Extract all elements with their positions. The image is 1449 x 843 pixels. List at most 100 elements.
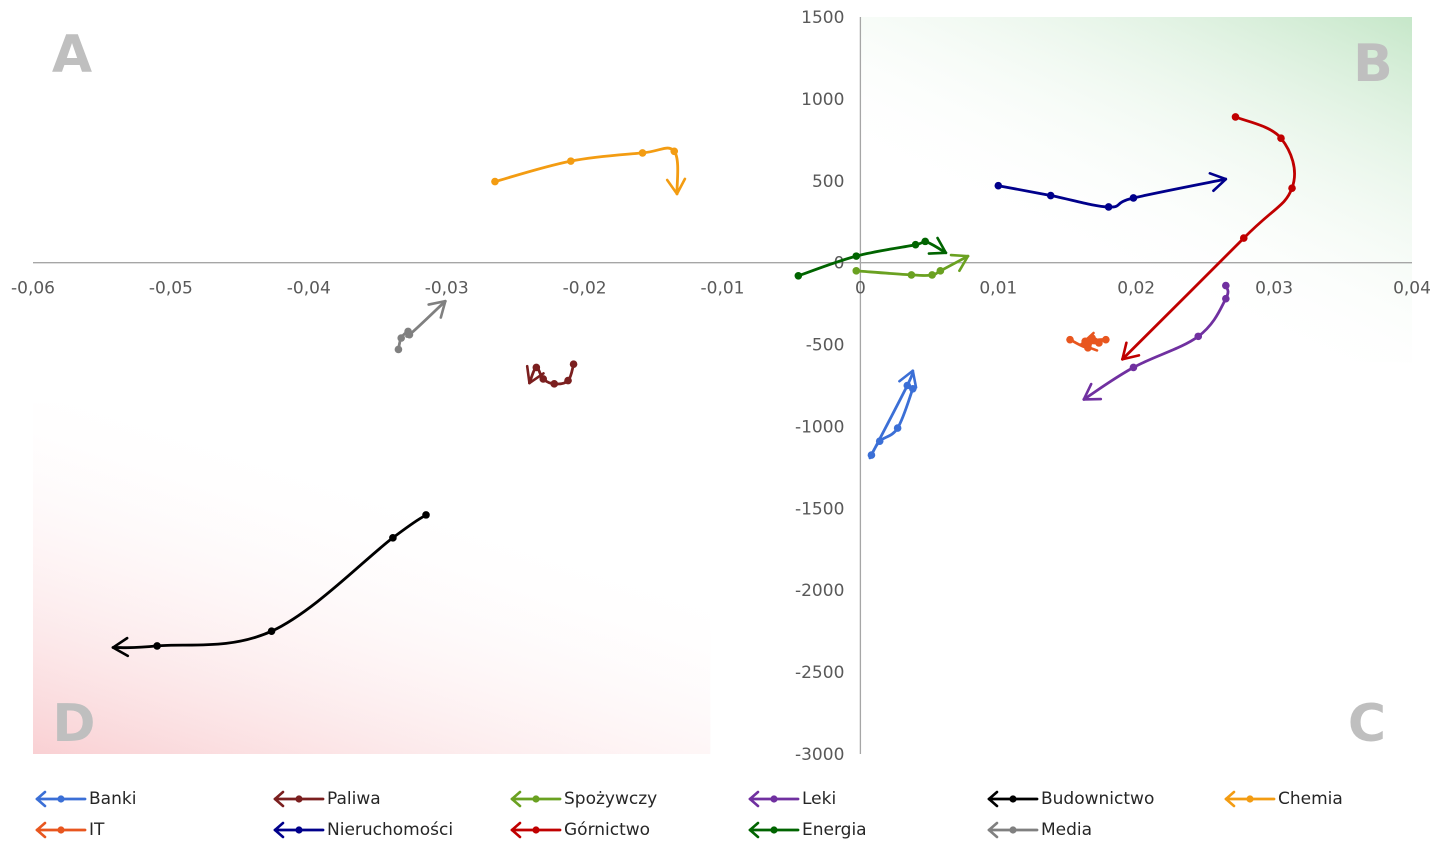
legend-item: Energia: [746, 817, 867, 843]
data-point: [422, 511, 430, 519]
legend-swatch-icon: [1224, 790, 1276, 808]
legend-item: Banki: [33, 786, 136, 812]
series-energia: [794, 236, 948, 280]
data-point: [1066, 335, 1074, 344]
series-nieruchomości: [994, 172, 1228, 211]
data-point: [564, 376, 572, 385]
data-point: [1277, 134, 1285, 142]
data-point: [852, 267, 861, 275]
data-point: [907, 271, 916, 279]
data-point: [389, 534, 397, 542]
legend-swatch-icon: [35, 790, 87, 808]
legend-item: IT: [33, 817, 104, 843]
data-point: [1104, 203, 1113, 211]
data-point: [903, 381, 912, 390]
data-point: [921, 237, 930, 246]
legend-label: Paliwa: [327, 789, 381, 809]
legend-label: Media: [1041, 820, 1093, 840]
data-point: [867, 451, 876, 459]
data-point: [1288, 184, 1296, 192]
x-tick-label: -0,01: [701, 279, 745, 299]
data-point: [1222, 281, 1230, 290]
y-tick-label: -500: [806, 336, 845, 356]
series-line: [493, 146, 680, 196]
data-point: [670, 147, 679, 156]
legend-label: Chemia: [1278, 789, 1343, 809]
legend-swatch-icon: [987, 821, 1039, 839]
x-tick-label: 0,01: [979, 279, 1017, 299]
legend-item: Nieruchomości: [271, 817, 453, 843]
series-arrowhead: [1082, 382, 1103, 401]
x-tick-label: 0,02: [1117, 279, 1155, 299]
series-arrowhead: [525, 364, 545, 385]
data-point: [550, 380, 559, 388]
y-tick-label: -2500: [795, 663, 844, 683]
quadrant-label-b: B: [1353, 34, 1393, 94]
data-point: [394, 345, 403, 354]
series-arrowhead: [665, 177, 687, 196]
legend-label: IT: [89, 820, 105, 840]
series-budownictwo: [111, 511, 430, 658]
series-arrowhead: [111, 636, 130, 658]
y-tick-label: -2000: [795, 581, 844, 601]
data-point: [532, 363, 541, 372]
y-tick-label: -3000: [795, 745, 844, 765]
data-point: [397, 334, 405, 342]
y-tick-label: 0: [834, 254, 845, 274]
data-point: [893, 424, 902, 432]
x-tick-label: -0,05: [149, 279, 193, 299]
legend-item: Budownictwo: [985, 786, 1154, 812]
data-point: [569, 360, 578, 369]
series-górnictwo: [1121, 113, 1296, 361]
data-point: [936, 267, 945, 275]
quadrant-label-d: D: [52, 694, 95, 754]
data-point: [1239, 234, 1248, 242]
series-arrowhead: [427, 299, 447, 319]
legend-swatch-icon: [35, 821, 87, 839]
data-point: [153, 642, 161, 650]
data-point: [875, 437, 884, 445]
series-line: [397, 299, 447, 351]
x-tick-label: 0,03: [1255, 279, 1293, 299]
x-tick-label: 0,04: [1393, 279, 1431, 299]
legend-item: Paliwa: [271, 786, 381, 812]
y-tick-label: 1000: [801, 90, 844, 110]
series-arrowhead: [1208, 172, 1228, 193]
legend-swatch-icon: [748, 790, 800, 808]
legend-swatch-icon: [273, 821, 325, 839]
data-point: [539, 375, 548, 383]
x-tick-label: -0,02: [563, 279, 607, 299]
legend-label: Banki: [89, 789, 137, 809]
data-point: [928, 271, 936, 279]
series-paliwa: [525, 360, 578, 388]
series-arrowhead: [1079, 331, 1099, 352]
series-arrowhead: [1121, 341, 1141, 361]
data-point: [1231, 113, 1240, 121]
data-point: [1222, 294, 1230, 303]
legend-label: Spożywczy: [564, 789, 658, 809]
data-point: [267, 627, 276, 635]
y-tick-label: 1500: [801, 8, 844, 28]
series-arrowhead: [898, 369, 918, 389]
quadrant-b-shade: [860, 17, 1412, 363]
x-tick-label: -0,03: [425, 279, 469, 299]
legend-item: Leki: [746, 786, 836, 812]
quadrant-label-c: C: [1348, 694, 1386, 754]
legend-item: Chemia: [1222, 786, 1343, 812]
data-point: [491, 177, 499, 186]
legend-label: Budownictwo: [1041, 789, 1155, 809]
legend-swatch-icon: [510, 790, 562, 808]
x-tick-label: -0,06: [11, 279, 55, 299]
data-point: [852, 252, 861, 260]
data-point: [638, 149, 647, 157]
data-point: [1046, 191, 1055, 200]
data-point: [1129, 194, 1138, 202]
series-media: [394, 299, 447, 354]
legend-label: Leki: [802, 789, 837, 809]
y-tick-label: -1000: [795, 417, 844, 437]
data-point: [1129, 363, 1138, 372]
data-point: [1102, 335, 1110, 344]
data-point: [911, 240, 920, 249]
legend-swatch-icon: [987, 790, 1039, 808]
legend-item: Spożywczy: [508, 786, 657, 812]
